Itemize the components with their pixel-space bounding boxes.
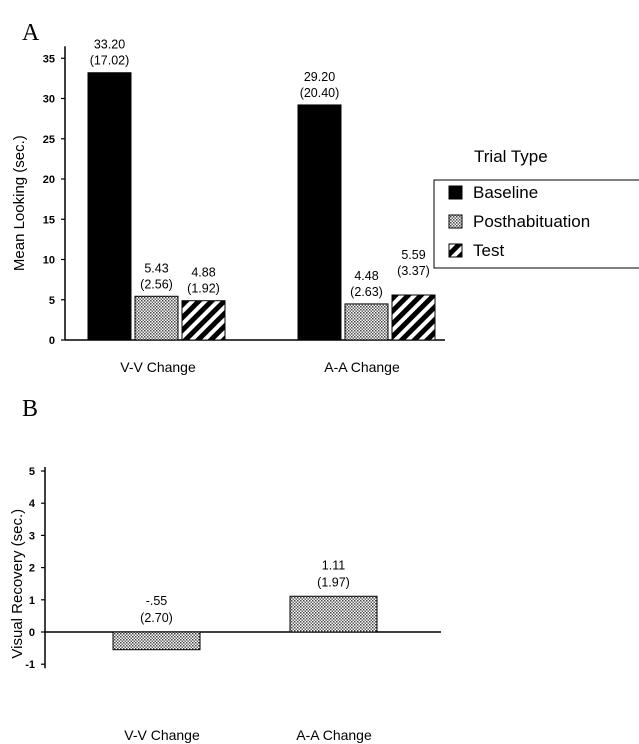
panel-a-bar-value-label: 5.59 [401, 248, 425, 262]
panel-b-y-tick-label: -1 [25, 659, 35, 671]
panel-a-bar-sd-label: (2.56) [140, 277, 173, 291]
panel-a-y-tick-label: 0 [49, 335, 55, 347]
legend-title: Trial Type [474, 147, 548, 166]
panel-a-y-tick-label: 5 [49, 295, 55, 307]
panel-a-bar-value-label: 5.43 [144, 261, 168, 275]
legend-item-label: Test [473, 241, 504, 260]
panel-b-bar [112, 631, 201, 651]
panel-a-bar-sd-label: (1.92) [187, 282, 220, 296]
panel-b-category-label: A-A Change [296, 727, 372, 743]
panel-a-y-axis-label: Mean Looking (sec.) [11, 135, 28, 271]
panel-a-bar-value-label: 33.20 [94, 38, 125, 52]
legend-swatch [448, 185, 463, 200]
panel-b-y-axis-label: Visual Recovery (sec.) [9, 509, 26, 659]
panel-a-bar-sd-label: (20.40) [300, 86, 340, 100]
panel-a-bar [297, 104, 342, 341]
panel-a-bar [181, 300, 226, 341]
panel-a-bar-value-label: 4.88 [191, 266, 215, 280]
legend-item-label: Baseline [473, 183, 538, 202]
panel-b-bar-sd-label: (2.70) [140, 611, 173, 625]
panel-b-bar [289, 595, 378, 633]
legend-swatch [448, 214, 463, 229]
panel-a-bar [344, 303, 389, 341]
panel-b-bar-sd-label: (1.97) [317, 575, 350, 589]
panel-b-y-tick-label: 3 [29, 530, 35, 542]
panel-a-category-label: A-A Change [324, 359, 400, 375]
panel-b-letter: B [22, 396, 38, 422]
panel-a-y-tick-label: 10 [43, 255, 55, 267]
panel-a-bar-value-label: 29.20 [304, 70, 335, 84]
panel-a-bar-value-label: 4.48 [354, 269, 378, 283]
panel-a-bar-sd-label: (2.63) [350, 285, 383, 299]
panel-b-bar-value-label: 1.11 [322, 558, 345, 572]
panel-a-y-tick-label: 15 [43, 214, 55, 226]
panel-a-letter: A [22, 20, 40, 46]
panel-a-y-tick-label: 20 [43, 174, 55, 186]
panel-a-category-label: V-V Change [120, 359, 196, 375]
panel-a-y-tick-label: 25 [43, 134, 55, 146]
panel-a-bar [134, 295, 179, 341]
legend-item-label: Posthabituation [473, 212, 590, 231]
panel-b-y-tick-label: 2 [29, 563, 35, 575]
panel-a-bar-sd-label: (3.37) [397, 264, 430, 278]
panel-a-bar-sd-label: (17.02) [90, 54, 130, 68]
panel-b-y-tick-label: 4 [29, 498, 36, 510]
panel-b-y-tick-label: 5 [29, 466, 35, 478]
panel-b-y-tick-label: 1 [29, 595, 35, 607]
panel-b-category-label: V-V Change [124, 727, 200, 743]
panel-b-bar-value-label: -.55 [146, 594, 168, 608]
panel-a-bar [391, 294, 436, 341]
panel-a-y-tick-label: 35 [43, 53, 55, 65]
legend-box [433, 179, 639, 269]
panel-a-bar [87, 72, 132, 341]
legend-swatch [448, 243, 463, 258]
panel-b-y-tick-label: 0 [29, 627, 35, 639]
panel-a-y-tick-label: 30 [43, 94, 55, 106]
